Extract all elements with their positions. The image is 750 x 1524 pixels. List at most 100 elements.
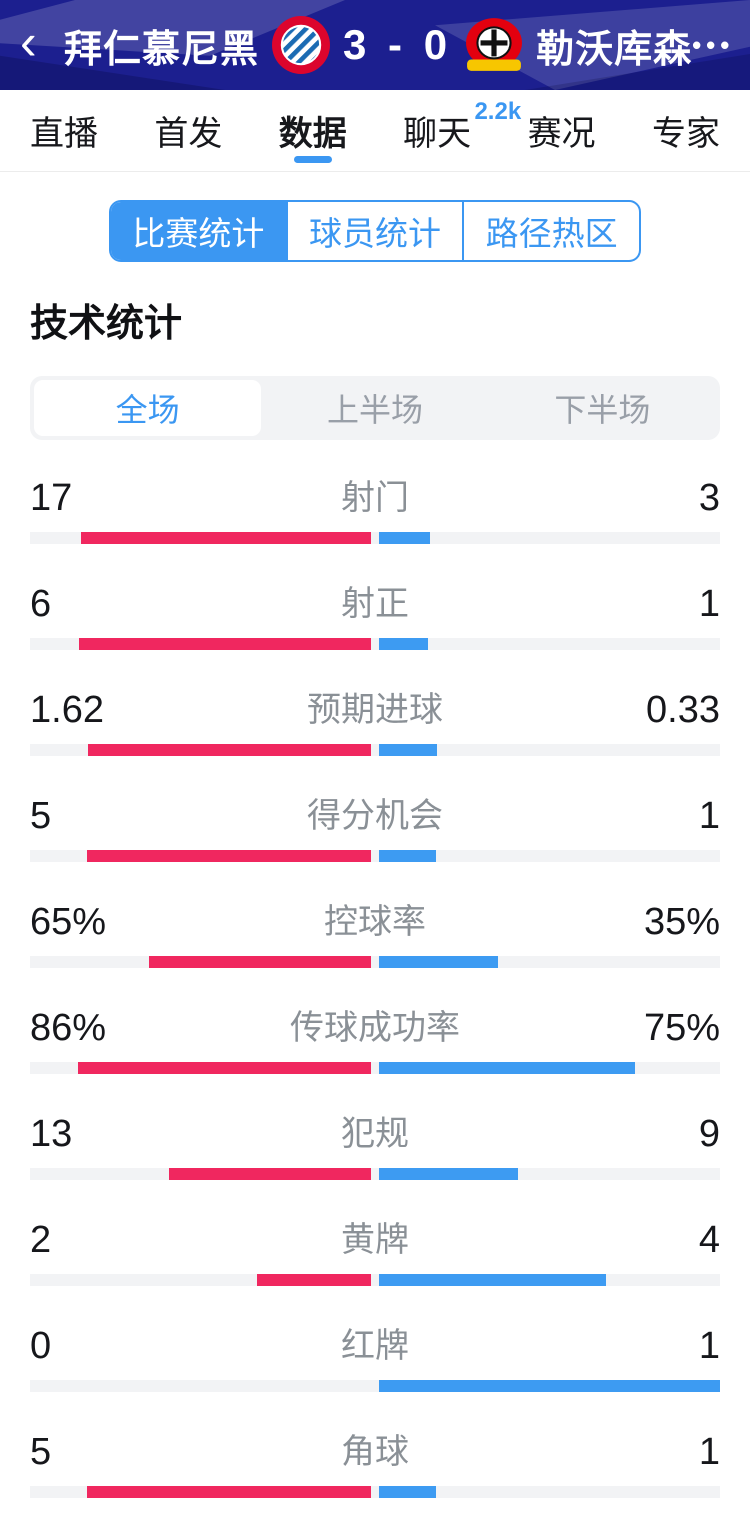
period-item[interactable]: 下半场 xyxy=(554,392,651,428)
section-title: 技术统计 xyxy=(30,303,183,345)
stat-label: 射门 xyxy=(341,479,409,517)
away-stat-bar xyxy=(379,956,499,968)
home-stat-bar xyxy=(77,1062,371,1074)
scoreline: 拜仁慕尼黑 3 - 0 勒沃库森 xyxy=(64,16,692,74)
subtab-item[interactable]: 比赛统计 xyxy=(111,202,286,260)
subtab-item[interactable]: 路径热区 xyxy=(462,202,639,260)
home-stat-value: 17 xyxy=(30,477,73,519)
stat-bar-track xyxy=(30,532,720,544)
stat-row: 13 犯规 9 xyxy=(0,1100,750,1206)
away-stat-value: 1 xyxy=(698,795,720,837)
stat-bar-track xyxy=(30,1168,720,1180)
more-icon[interactable]: ••• xyxy=(692,29,735,60)
away-stat-bar xyxy=(379,850,436,862)
away-stat-value: 35% xyxy=(643,901,720,943)
home-stat-value: 1.62 xyxy=(30,689,104,731)
home-stat-bar xyxy=(149,956,371,968)
home-stat-bar xyxy=(81,532,371,544)
home-stat-bar xyxy=(86,1486,371,1498)
home-stat-value: 65% xyxy=(30,901,107,943)
stat-label: 射正 xyxy=(341,585,409,623)
stat-row: 65% 控球率 35% xyxy=(0,888,750,994)
stat-label: 控球率 xyxy=(324,903,426,941)
away-stat-bar xyxy=(379,532,431,544)
stat-row: 17 射门 3 xyxy=(0,464,750,570)
away-stat-bar xyxy=(379,1486,436,1498)
away-stat-bar xyxy=(379,1380,720,1392)
home-stat-value: 5 xyxy=(30,1431,52,1473)
stat-bar-track xyxy=(30,1380,720,1392)
away-stat-value: 1 xyxy=(698,583,720,625)
tab-label: 直播 xyxy=(30,115,98,153)
tab-item[interactable]: 聊天 2.2k xyxy=(403,90,521,171)
stat-label: 传球成功率 xyxy=(290,1009,460,1047)
stat-bar-track xyxy=(30,744,720,756)
tab-label: 首发 xyxy=(154,115,223,153)
active-tab-underline xyxy=(293,156,332,163)
away-stat-value: 1 xyxy=(698,1325,720,1367)
tab-item[interactable]: 专家 xyxy=(652,90,720,171)
tab-label: 专家 xyxy=(651,115,720,153)
home-stat-value: 13 xyxy=(30,1113,73,1155)
tab-label: 数据 xyxy=(278,115,347,153)
away-stat-bar xyxy=(379,1062,635,1074)
subtab-item[interactable]: 球员统计 xyxy=(285,202,463,260)
home-stat-value: 5 xyxy=(30,795,52,837)
period-item[interactable]: 上半场 xyxy=(326,392,423,428)
period-selector: 全场 上半场 下半场 xyxy=(30,376,720,440)
stat-row: 5 角球 1 xyxy=(0,1418,750,1524)
tab-label: 聊天 xyxy=(403,115,472,153)
home-stat-bar xyxy=(78,638,371,650)
home-stat-value: 2 xyxy=(30,1219,52,1261)
home-team-name: 拜仁慕尼黑 xyxy=(64,28,260,71)
away-stat-value: 1 xyxy=(698,1431,720,1473)
away-stat-value: 4 xyxy=(698,1219,720,1261)
stat-row: 2 黄牌 4 xyxy=(0,1206,750,1312)
stat-bar-track xyxy=(30,1486,720,1498)
tab-item[interactable]: 赛况 xyxy=(528,90,596,171)
stat-row: 6 射正 1 xyxy=(0,570,750,676)
stat-row: 86% 传球成功率 75% xyxy=(0,994,750,1100)
stats-list: 17 射门 3 6 射正 1 1.62 预期进球 0.33 5 得分机会 1 65% 控球率 35% 86% 传… xyxy=(0,464,750,1524)
stat-row: 1.62 预期进球 0.33 xyxy=(0,676,750,782)
stat-bar-track xyxy=(30,1062,720,1074)
stat-label: 黄牌 xyxy=(341,1221,409,1259)
stat-label: 犯规 xyxy=(341,1115,409,1153)
away-team-name: 勒沃库森 xyxy=(536,28,693,71)
away-stat-bar xyxy=(379,638,428,650)
home-stat-value: 86% xyxy=(30,1007,107,1049)
match-header: ‹ 拜仁慕尼黑 3 - 0 勒沃库森 ••• xyxy=(0,0,750,90)
away-stat-bar xyxy=(379,1168,519,1180)
back-icon[interactable]: ‹ xyxy=(20,14,37,70)
stat-row: 5 得分机会 1 xyxy=(0,782,750,888)
tab-item[interactable]: 首发 xyxy=(154,90,222,171)
away-stat-bar xyxy=(379,1274,607,1286)
away-stat-value: 3 xyxy=(698,477,720,519)
home-stat-bar xyxy=(169,1168,371,1180)
tab-badge-count: 2.2k xyxy=(474,98,522,125)
stat-label: 得分机会 xyxy=(307,797,443,835)
bayer-leverkusen-logo-icon xyxy=(466,18,523,71)
away-stat-value: 0.33 xyxy=(646,689,720,731)
stat-bar-track xyxy=(30,638,720,650)
away-stat-value: 75% xyxy=(643,1007,720,1049)
home-stat-bar xyxy=(86,850,371,862)
stat-bar-track xyxy=(30,850,720,862)
fc-bayern-logo-icon xyxy=(272,16,331,74)
stat-label: 角球 xyxy=(341,1433,409,1471)
score-text: 3 - 0 xyxy=(343,21,453,68)
away-stat-value: 9 xyxy=(698,1113,720,1155)
tab-label: 赛况 xyxy=(527,115,596,153)
tab-item[interactable]: 数据 xyxy=(279,90,347,171)
stat-bar-track xyxy=(30,1274,720,1286)
stats-subtab-bar: 比赛统计 球员统计 路径热区 xyxy=(109,200,641,262)
period-item[interactable]: 全场 xyxy=(34,380,262,436)
tab-item[interactable]: 直播 xyxy=(30,90,98,171)
home-stat-bar xyxy=(257,1274,371,1286)
stat-label: 红牌 xyxy=(341,1327,409,1365)
tab-bar: 直播 首发 数据 聊天 2.2k 赛况 专家 xyxy=(0,90,750,172)
home-stat-value: 0 xyxy=(30,1325,52,1367)
home-stat-bar xyxy=(87,744,371,756)
stat-label: 预期进球 xyxy=(307,691,443,729)
stat-bar-track xyxy=(30,956,720,968)
